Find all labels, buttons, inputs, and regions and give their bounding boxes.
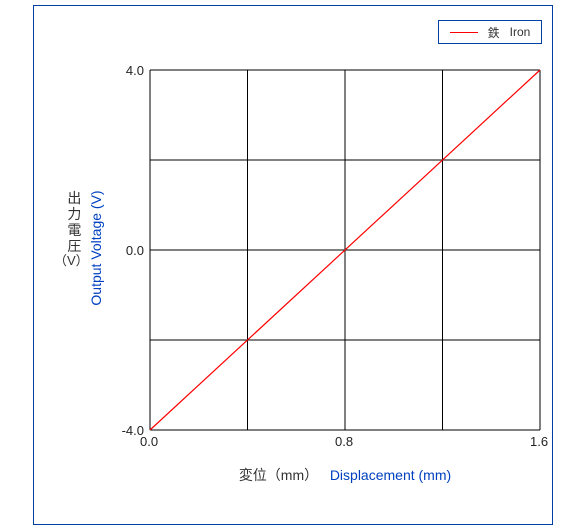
y-axis-title-jp: 出力電圧（V） [60,190,89,269]
x-axis-title-jp: 変位（mm） [239,467,318,483]
legend-label-en: Iron [510,25,531,39]
plot-svg [150,70,540,430]
y-axis-title-jp-char: 力 [60,206,89,222]
legend: 鉄 Iron [438,20,542,44]
y-axis-title-jp-char: 圧 [60,238,89,254]
x-tick-label: 1.6 [530,434,548,449]
y-axis-title-jp-char: （V） [54,254,89,269]
legend-label-jp: 鉄 [488,24,500,41]
y-axis-title-jp-char: 出 [60,190,89,206]
x-axis-title: 変位（mm） Displacement (mm) [0,465,566,485]
x-tick-label: 0.0 [140,434,158,449]
y-tick-label: 4.0 [126,63,144,78]
y-axis-title-en: Output Voltage (V) [88,158,104,338]
plot-area [150,70,540,430]
y-tick-label: 0.0 [126,243,144,258]
x-tick-label: 0.8 [335,434,353,449]
legend-line [450,32,478,33]
y-axis-title-jp-char: 電 [60,222,89,238]
x-axis-title-en: Displacement (mm) [330,467,451,483]
